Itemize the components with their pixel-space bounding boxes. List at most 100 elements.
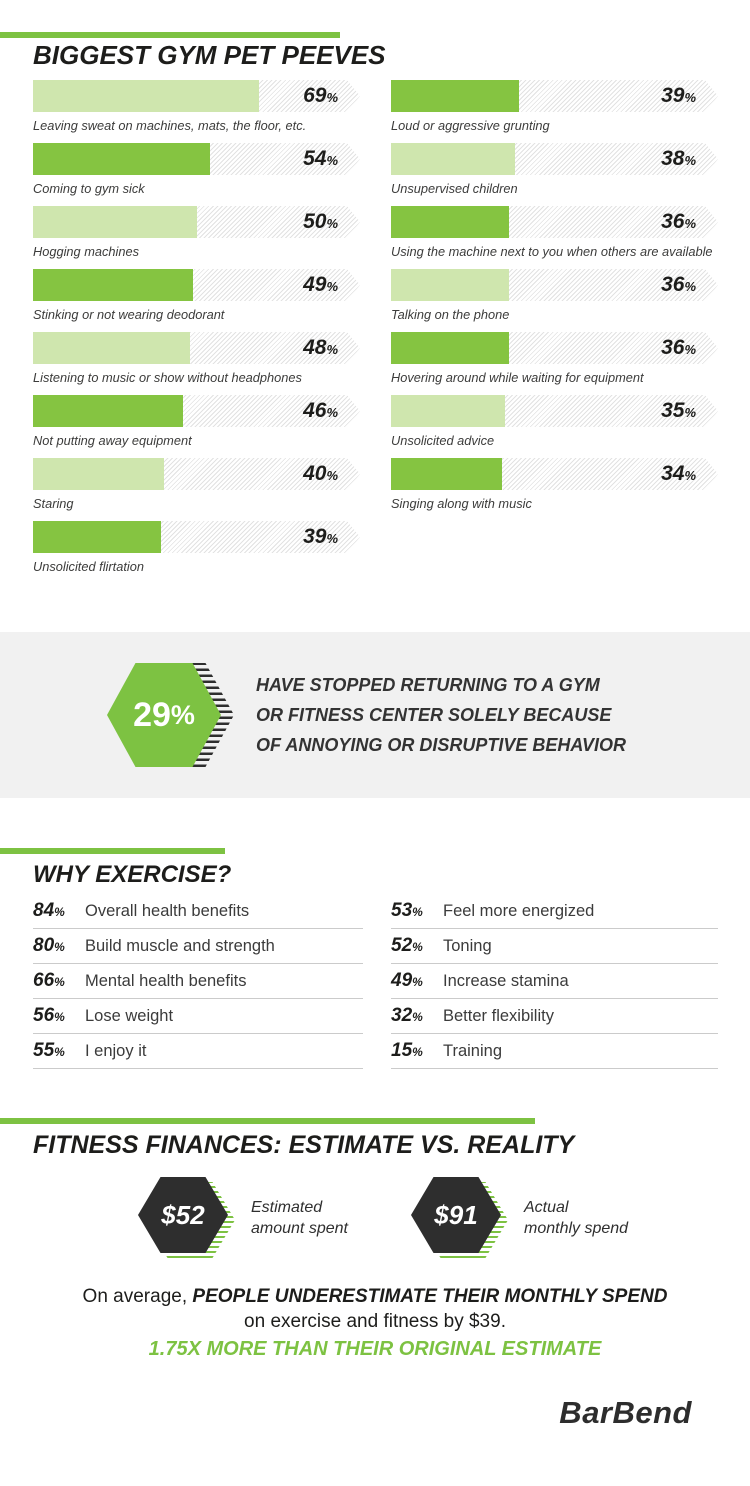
stat-value: 29 xyxy=(133,695,171,734)
peeves-column-left: 69% Leaving sweat on machines, mats, the… xyxy=(33,80,360,584)
bar-track: 48% xyxy=(33,332,360,364)
why-exercise-title: WHY EXERCISE? xyxy=(33,861,232,888)
why-label: Toning xyxy=(443,936,492,955)
bar-value-label: 38% xyxy=(661,147,696,170)
callout-line: OF ANNOYING OR DISRUPTIVE BEHAVIOR xyxy=(256,735,627,755)
bar-value-label: 34% xyxy=(661,462,696,485)
bar-fill xyxy=(33,269,193,301)
bar-fill xyxy=(391,269,509,301)
pet-peeve-row: 39% Unsolicited flirtation xyxy=(33,521,360,574)
why-exercise-list: 84% Overall health benefits 80% Build mu… xyxy=(33,894,750,1069)
bar-label: Listening to music or show without headp… xyxy=(33,370,302,385)
bar-track: 36% xyxy=(391,332,718,364)
bar-fill xyxy=(391,143,515,175)
pet-peeve-row: 50% Hogging machines xyxy=(33,206,360,259)
bar-value-label: 49% xyxy=(303,273,338,296)
stat-unit: % xyxy=(170,699,195,730)
bar-fill xyxy=(33,332,190,364)
bar-label: Singing along with music xyxy=(391,496,532,511)
bar-track: 46% xyxy=(33,395,360,427)
bar-track: 49% xyxy=(33,269,360,301)
why-exercise-row: 56% Lose weight xyxy=(33,999,363,1034)
page-title: BIGGEST GYM PET PEEVES xyxy=(33,40,386,70)
callout-band: 29% HAVE STOPPED RETURNING TO A GYM OR F… xyxy=(0,632,750,798)
pet-peeve-row: 48% Listening to music or show without h… xyxy=(33,332,360,385)
bar-value-label: 48% xyxy=(303,336,338,359)
why-percent: 53% xyxy=(391,900,423,921)
bar-label: Not putting away equipment xyxy=(33,433,192,448)
pet-peeve-row: 40% Staring xyxy=(33,458,360,511)
peeves-column-right: 39% Loud or aggressive grunting 38% Unsu… xyxy=(391,80,718,584)
bar-value-label: 40% xyxy=(303,462,338,485)
why-exercise-row: 15% Training xyxy=(391,1034,718,1069)
pet-peeve-row: 38% Unsupervised children xyxy=(391,143,718,196)
why-label: Increase stamina xyxy=(443,971,569,990)
pet-peeves-chart: 69% Leaving sweat on machines, mats, the… xyxy=(33,80,750,584)
section-accent-rule xyxy=(0,1118,535,1124)
why-percent: 15% xyxy=(391,1040,423,1061)
bar-label: Talking on the phone xyxy=(391,307,510,322)
bar-track: 36% xyxy=(391,206,718,238)
callout-text: HAVE STOPPED RETURNING TO A GYM OR FITNE… xyxy=(256,670,626,760)
amount-label: Actual monthly spend xyxy=(524,1198,629,1237)
why-exercise-row: 52% Toning xyxy=(391,929,718,964)
finances-stats: $52 Estimated amount spent $91 Actual mo… xyxy=(0,1177,750,1263)
bar-value-label: 50% xyxy=(303,210,338,233)
pet-peeve-row: 36% Using the machine next to you when o… xyxy=(391,206,718,259)
summary-highlight: 1.75X MORE THAN THEIR ORIGINAL ESTIMATE xyxy=(148,1338,602,1360)
why-exercise-row: 55% I enjoy it xyxy=(33,1034,363,1069)
bar-label: Staring xyxy=(33,496,74,511)
bar-track: 69% xyxy=(33,80,360,112)
bar-track: 39% xyxy=(33,521,360,553)
why-exercise-row: 66% Mental health benefits xyxy=(33,964,363,999)
why-percent: 84% xyxy=(33,900,65,921)
bar-value-label: 54% xyxy=(303,147,338,170)
callout-line: OR FITNESS CENTER SOLELY BECAUSE xyxy=(256,705,612,725)
bar-label: Coming to gym sick xyxy=(33,181,145,196)
pet-peeve-row: 49% Stinking or not wearing deodorant xyxy=(33,269,360,322)
bar-value-label: 39% xyxy=(303,525,338,548)
why-label: Feel more energized xyxy=(443,901,595,920)
bar-track: 38% xyxy=(391,143,718,175)
why-exercise-row: 80% Build muscle and strength xyxy=(33,929,363,964)
bar-fill xyxy=(391,395,505,427)
why-percent: 55% xyxy=(33,1040,65,1061)
amount-hexagon: $52 xyxy=(138,1177,235,1258)
bar-fill xyxy=(33,80,259,112)
finances-summary: On average, PEOPLE UNDERESTIMATE THEIR M… xyxy=(0,1285,750,1361)
pet-peeve-row: 35% Unsolicited advice xyxy=(391,395,718,448)
bar-fill xyxy=(33,521,161,553)
bar-value-label: 35% xyxy=(661,399,696,422)
stat-hexagon: 29% xyxy=(107,663,234,767)
why-label: Overall health benefits xyxy=(85,901,250,920)
pet-peeve-row: 46% Not putting away equipment xyxy=(33,395,360,448)
why-exercise-row: 49% Increase stamina xyxy=(391,964,718,999)
pet-peeve-row: 36% Hovering around while waiting for eq… xyxy=(391,332,718,385)
why-exercise-row: 53% Feel more energized xyxy=(391,894,718,929)
bar-fill xyxy=(391,80,519,112)
bar-value-label: 39% xyxy=(661,84,696,107)
bar-fill xyxy=(33,458,164,490)
why-percent: 66% xyxy=(33,970,65,991)
bar-value-label: 36% xyxy=(661,210,696,233)
pet-peeve-row: 69% Leaving sweat on machines, mats, the… xyxy=(33,80,360,133)
why-column-left: 84% Overall health benefits 80% Build mu… xyxy=(33,894,363,1069)
bar-track: 39% xyxy=(391,80,718,112)
bar-track: 40% xyxy=(33,458,360,490)
bar-value-label: 46% xyxy=(303,399,338,422)
estimated-spend-stat: $52 Estimated amount spent xyxy=(138,1177,348,1258)
bar-track: 36% xyxy=(391,269,718,301)
why-percent: 52% xyxy=(391,935,423,956)
bar-fill xyxy=(391,458,502,490)
section-accent-rule xyxy=(0,848,225,854)
bar-fill xyxy=(33,143,210,175)
bar-label: Hogging machines xyxy=(33,244,139,259)
bar-value-label: 69% xyxy=(303,84,338,107)
bar-track: 34% xyxy=(391,458,718,490)
amount-hexagon: $91 xyxy=(411,1177,508,1258)
logo-initial: B xyxy=(559,1395,583,1430)
why-percent: 32% xyxy=(391,1005,423,1026)
why-label: Lose weight xyxy=(85,1006,174,1025)
why-label: Better flexibility xyxy=(443,1006,554,1025)
why-label: Mental health benefits xyxy=(85,971,247,990)
